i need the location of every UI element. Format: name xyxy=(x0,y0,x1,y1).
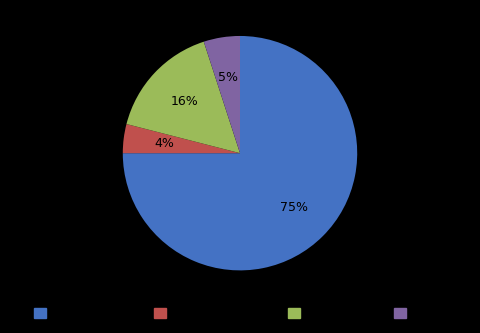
Wedge shape xyxy=(126,42,240,153)
Wedge shape xyxy=(123,124,240,153)
Text: 4%: 4% xyxy=(155,137,174,150)
Text: 16%: 16% xyxy=(170,95,198,108)
Wedge shape xyxy=(204,36,240,153)
Text: 5%: 5% xyxy=(218,71,238,85)
Text: 75%: 75% xyxy=(280,200,308,213)
Wedge shape xyxy=(123,36,357,270)
